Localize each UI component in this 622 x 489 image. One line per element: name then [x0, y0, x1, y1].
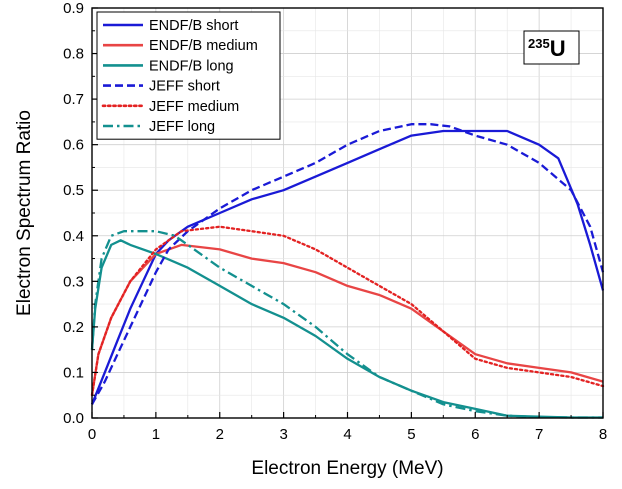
x-tick-label: 5 [407, 426, 415, 443]
y-tick-label: 0.3 [63, 273, 84, 290]
legend-label: ENDF/B medium [149, 38, 258, 54]
series-line-endf-b-short [90, 129, 605, 405]
x-tick-label: 7 [535, 426, 543, 443]
legend: ENDF/B short ENDF/B medium ENDF/B long JEFF… [96, 11, 281, 140]
x-tick-label: 0 [88, 426, 96, 443]
x-tick-label: 3 [279, 426, 287, 443]
x-tick-label: 1 [152, 426, 160, 443]
series-line-jeff-long [90, 230, 603, 419]
series-line-jeff-medium [90, 225, 605, 397]
legend-label: ENDF/B long [149, 58, 234, 74]
legend-box [96, 11, 281, 140]
y-tick-label: 0.4 [63, 228, 84, 245]
x-tick-label: 2 [216, 426, 224, 443]
axis-ticks: 0 1 2 3 4 5 6 7 8 0.0 0.1 0.2 0.3 0.4 0.5 0.6 0.7 0.8 0.9 [63, 0, 607, 443]
y-tick-label: 0.1 [63, 364, 84, 381]
isotope-mass-number: 235 [528, 36, 550, 51]
x-tick-label: 4 [343, 426, 351, 443]
y-tick-label: 0.7 [63, 91, 84, 108]
x-tick-label: 8 [599, 426, 607, 443]
y-tick-label: 0.9 [63, 0, 84, 17]
plot-lines [90, 123, 605, 419]
y-tick-label: 0.8 [63, 46, 84, 63]
legend-label: JEFF short [149, 79, 220, 95]
y-tick-label: 0.0 [63, 410, 84, 427]
legend-label: JEFF long [149, 119, 215, 135]
legend-label: ENDF/B short [149, 18, 238, 34]
legend-label: JEFF medium [149, 99, 239, 115]
isotope-label: 235U [523, 30, 580, 65]
x-tick-label: 6 [471, 426, 479, 443]
x-axis-title: Electron Energy (MeV) [251, 458, 443, 479]
isotope-symbol: U [550, 36, 566, 61]
y-tick-label: 0.6 [63, 137, 84, 154]
isotope-label-text: 235U [528, 36, 566, 61]
y-tick-label: 0.5 [63, 182, 84, 199]
y-tick-label: 0.2 [63, 319, 84, 336]
isotope-label-box [523, 30, 580, 65]
y-axis-title: Electron Spectrum Ratio [14, 110, 35, 316]
